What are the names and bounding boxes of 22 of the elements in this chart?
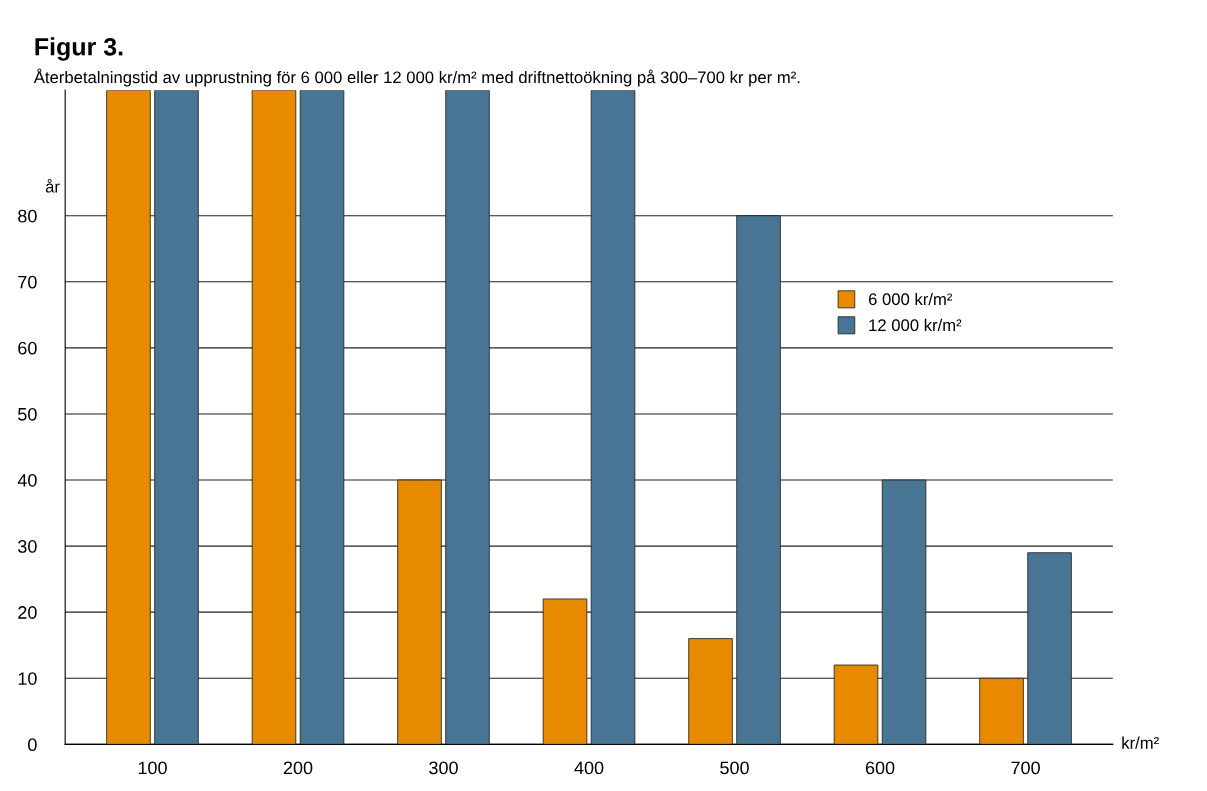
x-tick-label: 700 bbox=[1011, 761, 1040, 775]
legend-label: 12 000 kr/m² bbox=[869, 318, 962, 332]
x-tick-label: 400 bbox=[574, 761, 604, 775]
x-tick-label: 500 bbox=[720, 761, 749, 775]
chart-title: Figur 3. bbox=[35, 37, 123, 61]
y-axis-title: år bbox=[45, 179, 60, 193]
y-tick-label: 20 bbox=[18, 606, 37, 619]
y-tick-label: 0 bbox=[28, 738, 37, 752]
y-tick-label: 30 bbox=[18, 540, 37, 553]
y-tick-label: 70 bbox=[18, 275, 37, 289]
y-tick-label: 40 bbox=[17, 473, 37, 487]
y-tick-label: 80 bbox=[18, 209, 37, 223]
y-tick-label: 60 bbox=[18, 341, 37, 355]
x-axis-title: kr/m² bbox=[1122, 736, 1159, 749]
x-tick-label: 600 bbox=[865, 761, 895, 775]
x-tick-label: 200 bbox=[283, 761, 313, 775]
x-tick-label: 100 bbox=[138, 761, 167, 775]
y-tick-label: 50 bbox=[18, 407, 37, 421]
legend-label: 6 000 kr/m² bbox=[868, 292, 953, 306]
x-tick-label: 300 bbox=[429, 761, 458, 775]
y-tick-label: 10 bbox=[18, 672, 37, 685]
chart-subtitle: Återbetalningstid av upprustning för 6 000 eller 12 000 kr/m² med driftnettoökning på 300–700 kr per m². bbox=[33, 68, 800, 87]
